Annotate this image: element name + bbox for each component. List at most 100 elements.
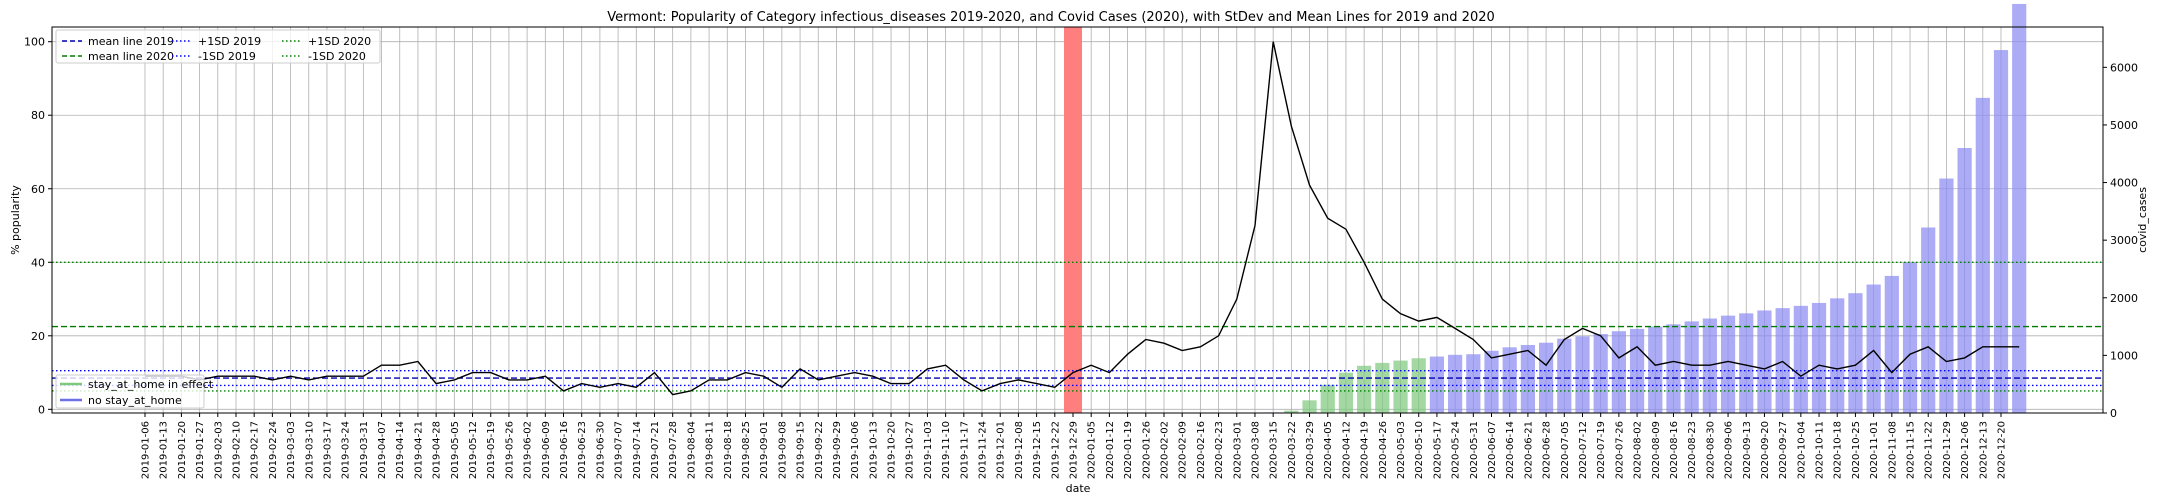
x-tick-label: 2019-07-21 [650, 421, 661, 479]
y-tick-label-left: 100 [24, 36, 45, 49]
covid-bar [1739, 313, 1754, 413]
x-tick-label: 2020-12-13 [1978, 421, 1989, 479]
legend-top: mean line 2019 mean line 2020 +1SD 2019 -1S… [55, 29, 381, 64]
x-tick-label: 2019-03-31 [359, 421, 370, 479]
covid-bar [1957, 147, 1972, 413]
legend-label: no stay_at_home [88, 394, 182, 407]
x-tick-label: 2020-07-26 [1614, 421, 1625, 479]
x-tick-label: 2019-06-02 [523, 421, 534, 479]
x-tick-label: 2020-01-12 [1105, 421, 1116, 479]
x-tick-label: 2019-06-16 [559, 421, 570, 479]
x-tick-label: 2019-01-13 [159, 421, 170, 479]
x-tick-label: 2020-03-01 [1232, 421, 1243, 479]
covid-bar [1884, 275, 1899, 413]
legend-bottom: stay_at_home in effect no stay_at_home [55, 374, 214, 409]
x-tick-label: 2020-09-13 [1742, 421, 1753, 479]
y-tick-label-right: 4000 [2110, 177, 2138, 190]
y-tick-label-left: 0 [38, 403, 45, 416]
x-tick-label: 2019-05-19 [486, 421, 497, 479]
covid-bar [1993, 50, 2009, 414]
x-tick-label: 2019-09-29 [832, 421, 843, 479]
y-tick-label-left: 60 [31, 183, 45, 196]
x-tick-label: 2019-02-03 [213, 421, 224, 479]
x-tick-label: 2020-05-10 [1414, 421, 1425, 479]
x-tick-label: 2019-01-20 [177, 421, 188, 479]
x-tick-label: 2020-10-18 [1833, 421, 1844, 479]
x-tick-label: 2020-08-09 [1651, 421, 1662, 479]
covid-bar [1466, 354, 1481, 413]
x-tick-label: 2020-12-20 [1997, 421, 2008, 479]
x-tick-label: 2020-09-27 [1778, 421, 1789, 479]
x-tick-label: 2019-10-20 [887, 421, 898, 479]
legend-label: +1SD 2019 [198, 35, 261, 48]
x-tick-label: 2020-01-05 [1087, 421, 1098, 479]
x-tick-label: 2020-07-05 [1560, 421, 1571, 479]
x-tick-label: 2020-10-25 [1851, 421, 1862, 479]
x-tick-label: 2020-11-08 [1887, 421, 1898, 479]
covid-bar [1302, 400, 1317, 413]
x-tick-label: 2020-01-26 [1141, 421, 1152, 479]
x-tick-label: 2019-10-06 [850, 421, 861, 479]
covid-bar [2012, 3, 2027, 413]
y-axis-label-right: covid_cases [2136, 187, 2149, 253]
x-tick-label: 2020-11-29 [1942, 421, 1953, 479]
x-tick-label: 2019-02-17 [250, 421, 261, 479]
covid-bar [1830, 298, 1845, 413]
covid-bar [1284, 410, 1299, 413]
covid-bar [1902, 262, 1918, 413]
covid-bar [1338, 372, 1354, 413]
x-tick-label: 2019-07-07 [614, 421, 625, 479]
x-tick-label: 2019-09-22 [814, 421, 825, 479]
x-tick-label: 2020-03-29 [1305, 421, 1316, 479]
x-tick-label: 2019-08-25 [741, 421, 752, 479]
x-tick-label: 2020-05-24 [1451, 421, 1462, 479]
x-tick-label: 2019-06-23 [577, 421, 588, 479]
x-tick-label: 2019-11-03 [923, 421, 934, 479]
chart-title: Vermont: Popularity of Category infectio… [607, 10, 1495, 25]
x-tick-label: 2019-04-14 [395, 421, 406, 479]
x-tick-label: 2020-07-19 [1596, 421, 1607, 479]
x-tick-label: 2020-04-05 [1323, 421, 1334, 479]
x-tick-label: 2020-04-26 [1378, 421, 1389, 479]
x-tick-label: 2019-04-07 [377, 421, 388, 479]
x-tick-label: 2019-11-24 [978, 421, 989, 479]
x-tick-label: 2019-01-27 [195, 421, 206, 479]
y-tick-label-left: 40 [31, 256, 45, 269]
x-tick-label: 2019-03-17 [322, 421, 333, 479]
x-tick-label: 2020-04-12 [1341, 421, 1352, 479]
y-tick-label-right: 5000 [2110, 119, 2138, 132]
x-tick-label: 2019-12-29 [1069, 421, 1080, 479]
legend-label: mean line 2020 [88, 50, 174, 63]
x-tick-label: 2019-08-04 [686, 421, 697, 479]
covid-bar [1593, 334, 1608, 413]
x-tick-label: 2020-08-02 [1633, 421, 1644, 479]
x-tick-label: 2020-08-30 [1705, 421, 1716, 479]
x-tick-label: 2019-02-10 [231, 421, 242, 479]
x-tick-label: 2019-05-12 [468, 421, 479, 479]
x-tick-label: 2019-12-22 [1050, 421, 1061, 479]
legend-top-box [55, 29, 381, 64]
x-tick-label: 2020-06-28 [1542, 421, 1553, 479]
x-tick-label: 2020-12-06 [1960, 421, 1971, 479]
x-tick-label: 2019-03-10 [304, 421, 315, 479]
legend-label: -1SD 2019 [198, 50, 256, 63]
x-tick-label: 2020-02-09 [1178, 421, 1189, 479]
x-tick-label: 2019-10-13 [868, 421, 879, 479]
x-tick-label: 2019-12-15 [1032, 421, 1043, 479]
plot-frame [51, 26, 2104, 414]
y-tick-label-right: 0 [2110, 407, 2117, 420]
x-tick-label: 2019-01-06 [141, 421, 152, 479]
x-tick-label: 2020-02-23 [1214, 421, 1225, 479]
x-tick-label: 2019-02-24 [268, 421, 279, 479]
x-tick-label: 2019-03-24 [341, 421, 352, 479]
covid-bar [1848, 293, 1863, 413]
covid-bar [1921, 227, 1936, 413]
covid-bar [1557, 338, 1572, 413]
x-tick-label: 2020-04-19 [1360, 421, 1371, 479]
x-tick-label: 2019-11-17 [959, 421, 970, 479]
x-tick-label: 2019-06-30 [595, 421, 606, 479]
x-tick-label: 2020-05-03 [1396, 421, 1407, 479]
covid-bar [1520, 345, 1535, 413]
covid-bar [1648, 326, 1663, 413]
